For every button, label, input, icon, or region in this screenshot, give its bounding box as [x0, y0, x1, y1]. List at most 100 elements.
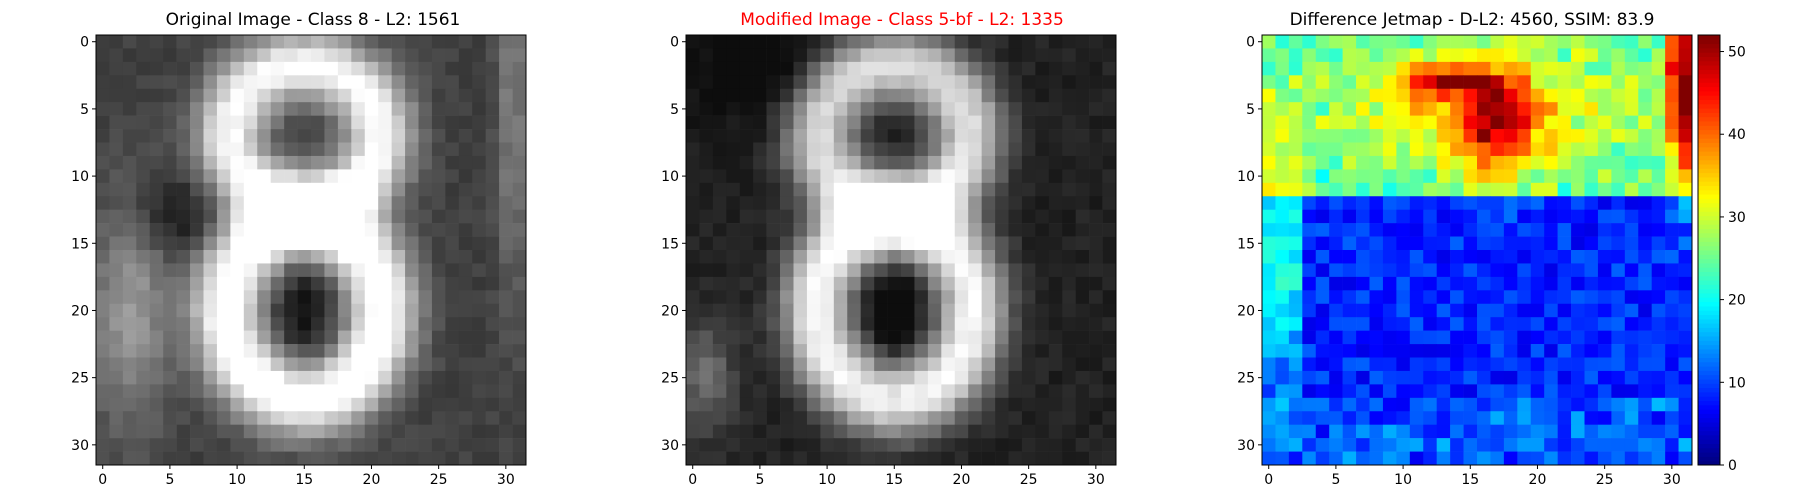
- heatmap-cell: [1382, 263, 1397, 278]
- heatmap-cell: [257, 451, 271, 466]
- heatmap-cell: [847, 397, 861, 412]
- heatmap-cell: [726, 48, 741, 63]
- heatmap-cell: [270, 370, 285, 385]
- heatmap-cell: [914, 88, 929, 103]
- heatmap-cell: [176, 357, 191, 372]
- heatmap-cell: [1021, 370, 1036, 385]
- heatmap-cell: [1450, 169, 1464, 184]
- heatmap-cell: [1665, 88, 1679, 103]
- heatmap-cell: [284, 61, 298, 76]
- heatmap-cell: [1396, 370, 1411, 385]
- heatmap-cell: [1477, 330, 1491, 345]
- heatmap-cell: [954, 424, 969, 439]
- heatmap-cell: [176, 155, 191, 170]
- heatmap-cell: [1396, 61, 1411, 76]
- heatmap-cell: [1035, 370, 1050, 385]
- heatmap-cell: [431, 196, 446, 210]
- heatmap-cell: [1089, 75, 1103, 90]
- heatmap-cell: [136, 263, 151, 278]
- heatmap-cell: [122, 303, 137, 318]
- heatmap-cell: [364, 236, 379, 251]
- heatmap-cell: [270, 48, 285, 63]
- heatmap-cell: [297, 236, 312, 251]
- heatmap-cell: [512, 263, 527, 278]
- heatmap-cell: [1557, 142, 1572, 157]
- heatmap-cell: [405, 129, 419, 143]
- heatmap-cell: [1062, 209, 1076, 224]
- heatmap-cell: [1329, 75, 1343, 90]
- heatmap-cell: [1329, 61, 1343, 76]
- heatmap-cell: [1382, 236, 1397, 251]
- heatmap-cell: [739, 290, 754, 305]
- heatmap-cell: [1021, 451, 1036, 466]
- heatmap-cell: [1584, 411, 1599, 425]
- heatmap-cell: [793, 451, 808, 466]
- heatmap-cell: [122, 102, 137, 116]
- heatmap-cell: [1490, 102, 1505, 116]
- heatmap-cell: [324, 357, 339, 372]
- heatmap-cell: [968, 35, 982, 49]
- heatmap-cell: [699, 250, 714, 264]
- heatmap-cell: [1275, 88, 1290, 103]
- heatmap-cell: [1597, 411, 1612, 425]
- heatmap-cell: [1409, 182, 1424, 197]
- heatmap-cell: [472, 209, 486, 224]
- heatmap-cell: [458, 169, 473, 184]
- heatmap-cell: [726, 330, 741, 345]
- heatmap-cell: [96, 250, 110, 264]
- heatmap-cell: [1571, 317, 1585, 331]
- heatmap-cell: [860, 290, 875, 305]
- heatmap-cell: [753, 75, 767, 90]
- heatmap-cell: [954, 290, 969, 305]
- heatmap-cell: [122, 209, 137, 224]
- heatmap-cell: [1571, 424, 1585, 439]
- heatmap-cell: [257, 115, 271, 130]
- heatmap-cell: [1624, 129, 1639, 143]
- heatmap-cell: [1302, 155, 1317, 170]
- heatmap-cell: [364, 438, 379, 452]
- heatmap-cell: [364, 115, 379, 130]
- heatmap-cell: [351, 115, 366, 130]
- heatmap-cell: [1315, 115, 1330, 130]
- y-tick-label: 20: [71, 303, 89, 319]
- heatmap-cell: [109, 88, 124, 103]
- heatmap-cell: [780, 236, 794, 251]
- heatmap-cell: [136, 344, 151, 358]
- heatmap-cell: [941, 115, 956, 130]
- heatmap-cell: [686, 344, 700, 358]
- heatmap-cell: [1008, 155, 1023, 170]
- heatmap-cell: [1329, 317, 1343, 331]
- heatmap-cell: [833, 290, 848, 305]
- heatmap-cell: [847, 88, 861, 103]
- heatmap-cell: [1048, 35, 1063, 49]
- colorbar-segment: [1698, 314, 1720, 320]
- heatmap-cell: [163, 102, 177, 116]
- heatmap-cell: [686, 276, 700, 291]
- heatmap-cell: [190, 303, 204, 318]
- heatmap-cell: [793, 357, 808, 372]
- heatmap-cell: [927, 35, 942, 49]
- heatmap-cell: [1611, 424, 1626, 439]
- heatmap-cell: [1356, 317, 1370, 331]
- heatmap-cell: [458, 236, 473, 251]
- heatmap-cell: [1409, 344, 1424, 358]
- heatmap-cell: [1611, 330, 1626, 345]
- heatmap-cell: [766, 424, 781, 439]
- heatmap-cell: [1530, 48, 1545, 63]
- heatmap-cell: [1584, 223, 1599, 237]
- heatmap-cell: [1275, 370, 1290, 385]
- heatmap-cell: [499, 155, 513, 170]
- heatmap-cell: [1557, 250, 1572, 264]
- heatmap-cell: [1651, 196, 1666, 210]
- heatmap-cell: [1342, 48, 1357, 63]
- heatmap-cell: [968, 344, 982, 358]
- heatmap-cell: [122, 88, 137, 103]
- heatmap-cell: [995, 102, 1009, 116]
- heatmap-cell: [1530, 142, 1545, 157]
- heatmap-cell: [109, 384, 124, 399]
- heatmap-cell: [753, 35, 767, 49]
- heatmap-cell: [954, 250, 969, 264]
- heatmap-cell: [968, 182, 982, 197]
- heatmap-cell: [941, 397, 956, 412]
- heatmap-cell: [1624, 236, 1639, 251]
